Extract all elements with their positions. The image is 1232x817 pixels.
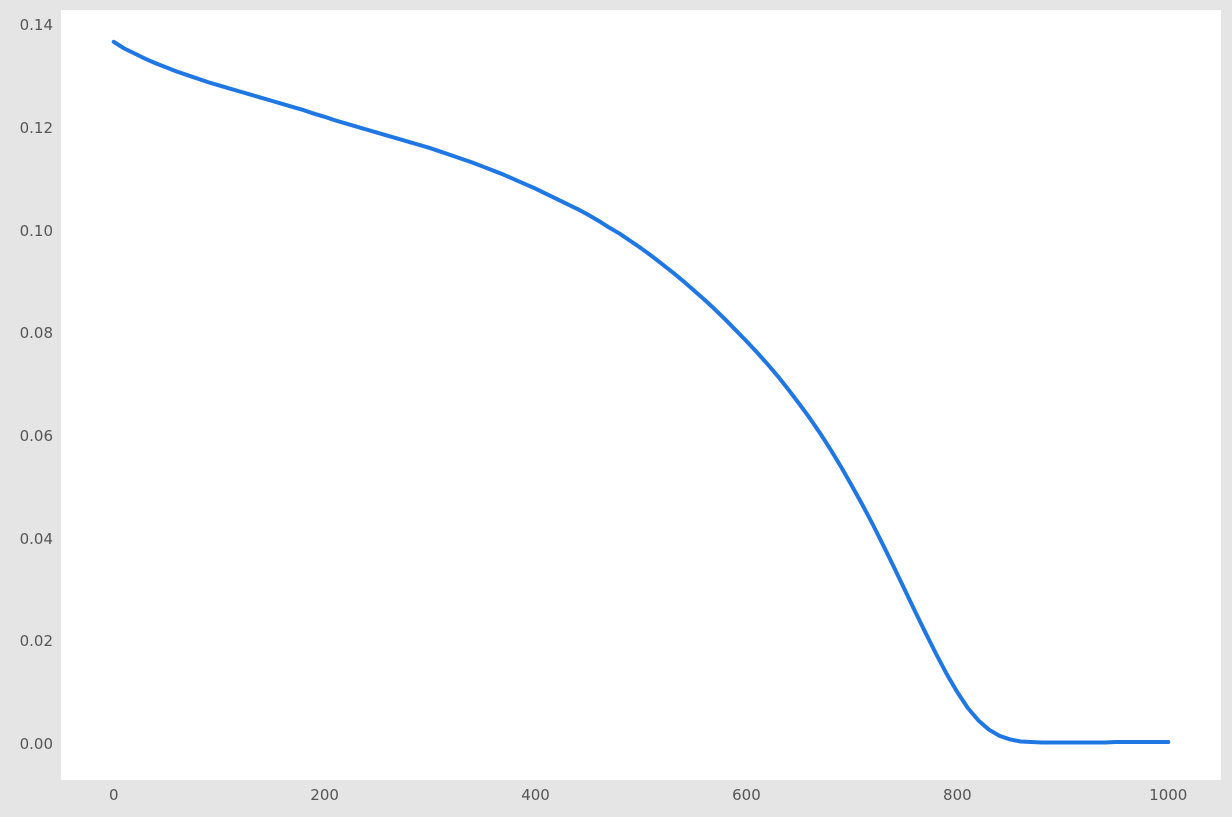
- x-tick-label: 400: [521, 786, 550, 804]
- series-layer: [61, 10, 1221, 780]
- y-tick-label: 0.04: [20, 530, 53, 548]
- y-tick-label: 0.14: [20, 16, 53, 34]
- x-tick-label: 800: [943, 786, 972, 804]
- x-tick-label: 0: [109, 786, 119, 804]
- x-tick-label: 1000: [1149, 786, 1187, 804]
- y-tick-label: 0.06: [20, 427, 53, 445]
- y-tick-label: 0.08: [20, 324, 53, 342]
- y-tick-label: 0.10: [20, 222, 53, 240]
- y-tick-label: 0.02: [20, 632, 53, 650]
- x-tick-label: 600: [732, 786, 761, 804]
- line-series-0: [114, 42, 1169, 743]
- y-tick-label: 0.00: [20, 735, 53, 753]
- x-tick-label: 200: [310, 786, 339, 804]
- y-tick-label: 0.12: [20, 119, 53, 137]
- plot-area: [61, 10, 1221, 780]
- chart-figure: 0 200 400 600 800 1000 0.00 0.02 0.04 0.06 0.08 0.1…: [0, 0, 1232, 817]
